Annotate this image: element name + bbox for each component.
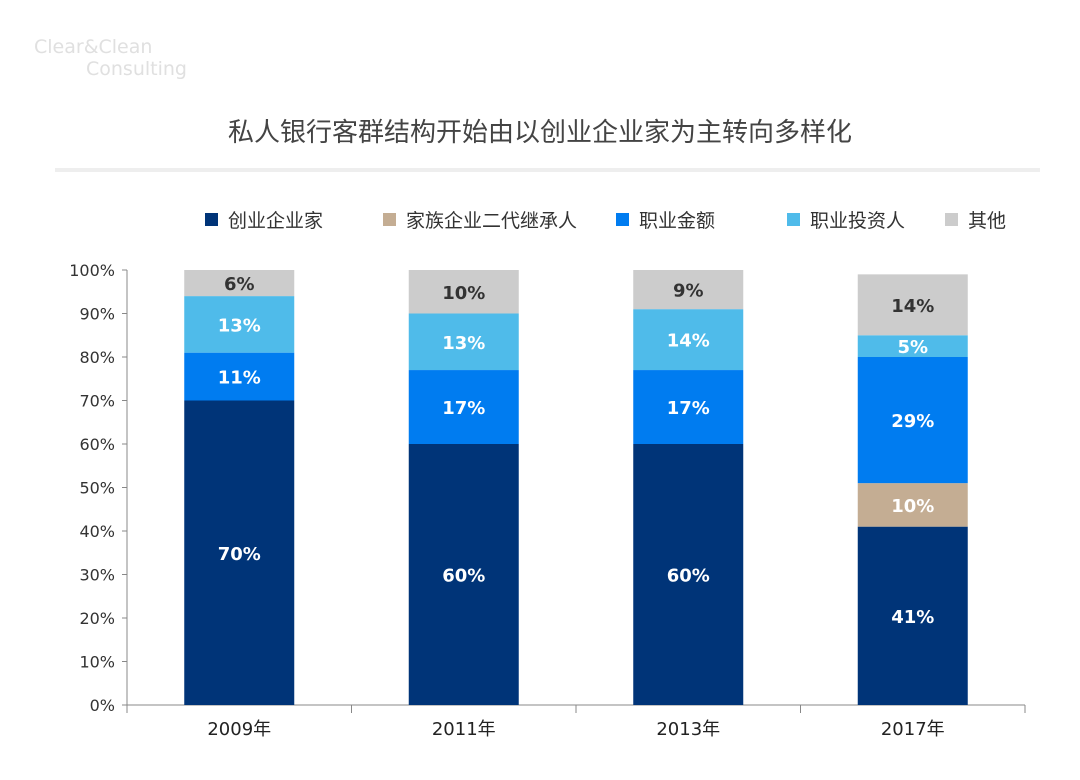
bar-segment-2 xyxy=(408,370,519,444)
y-tick-label: 20% xyxy=(79,609,115,628)
data-label: 14% xyxy=(891,296,934,317)
y-tick-label: 90% xyxy=(79,305,115,324)
y-tick-label: 40% xyxy=(79,522,115,541)
y-tick-label: 70% xyxy=(79,392,115,411)
y-tick-label: 60% xyxy=(79,435,115,454)
logo-watermark: Clear&Clean Consulting xyxy=(34,36,187,80)
x-tick-label: 2017年 xyxy=(881,719,945,740)
data-label: 9% xyxy=(673,281,704,302)
bar-segment-3 xyxy=(184,296,295,353)
logo-line-2: Consulting xyxy=(86,58,187,80)
data-label: 29% xyxy=(891,411,934,432)
data-label: 17% xyxy=(667,398,710,419)
bar-segment-3 xyxy=(633,309,744,371)
data-label: 41% xyxy=(891,607,934,628)
bar-segment-4 xyxy=(857,274,968,336)
logo-line-1: Clear&Clean xyxy=(34,36,153,58)
legend-label-3: 职业投资人 xyxy=(810,210,905,232)
bar-segment-3 xyxy=(857,335,968,357)
data-label: 60% xyxy=(442,566,485,587)
y-tick-label: 100% xyxy=(69,261,115,280)
data-label: 10% xyxy=(442,283,485,304)
data-label: 14% xyxy=(667,331,710,352)
x-tick-label: 2011年 xyxy=(432,719,496,740)
legend-label-2: 职业金额 xyxy=(639,210,715,232)
data-label: 13% xyxy=(218,315,261,336)
bar-segment-2 xyxy=(633,370,744,444)
legend-swatch-3 xyxy=(787,213,800,226)
bar-segment-0 xyxy=(857,526,968,705)
data-label: 6% xyxy=(224,274,255,295)
x-tick-label: 2009年 xyxy=(207,719,271,740)
legend-label-0: 创业企业家 xyxy=(228,210,323,232)
data-label: 10% xyxy=(891,496,934,517)
bar-segment-2 xyxy=(184,352,295,401)
y-tick-label: 50% xyxy=(79,479,115,498)
legend-label-4: 其他 xyxy=(968,210,1006,232)
bar-segment-0 xyxy=(408,444,519,705)
data-label: 13% xyxy=(442,333,485,354)
legend-swatch-0 xyxy=(205,213,218,226)
data-label: 11% xyxy=(218,368,261,389)
bar-segment-0 xyxy=(633,444,744,705)
data-label: 17% xyxy=(442,398,485,419)
bar-segment-4 xyxy=(408,270,519,314)
y-tick-label: 0% xyxy=(90,696,115,715)
legend-swatch-4 xyxy=(945,213,958,226)
legend-swatch-1 xyxy=(383,213,396,226)
chart-title: 私人银行客群结构开始由以创业企业家为主转向多样化 xyxy=(227,118,852,148)
legend-swatch-2 xyxy=(616,213,629,226)
data-label: 60% xyxy=(667,566,710,587)
bar-segment-2 xyxy=(857,357,968,484)
bar-segment-1 xyxy=(857,483,968,527)
data-label: 70% xyxy=(218,544,261,565)
x-tick-label: 2013年 xyxy=(656,719,720,740)
bar-segment-3 xyxy=(408,313,519,371)
legend-label-1: 家族企业二代继承人 xyxy=(406,210,577,232)
bar-segment-4 xyxy=(633,270,744,310)
bar-segment-0 xyxy=(184,400,295,705)
title-divider xyxy=(55,168,1040,172)
y-tick-label: 80% xyxy=(79,348,115,367)
y-tick-label: 30% xyxy=(79,566,115,585)
bar-segment-4 xyxy=(184,270,295,297)
y-tick-label: 10% xyxy=(79,653,115,672)
data-label: 5% xyxy=(897,337,928,358)
